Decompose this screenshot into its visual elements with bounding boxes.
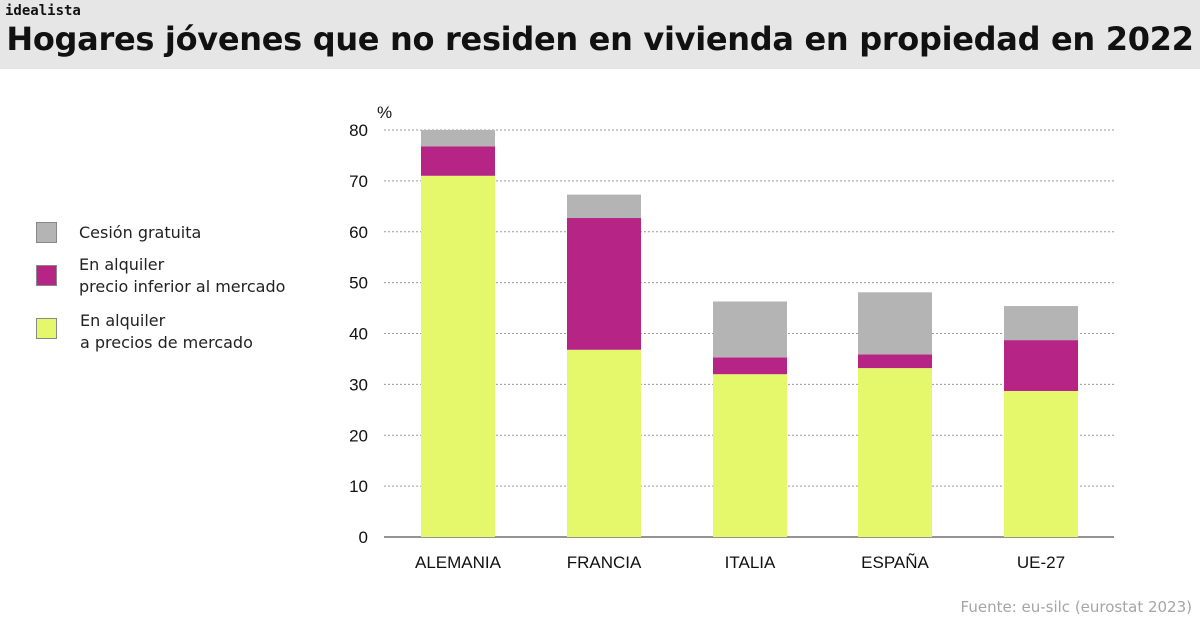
category-labels: ALEMANIA FRANCIA ITALIA ESPAÑA UE-27 bbox=[415, 553, 1065, 572]
legend-label-inferior: En alquiler precio inferior al mercado bbox=[79, 254, 285, 298]
bar-italia-series-0 bbox=[713, 374, 787, 537]
brand-logo: idealista bbox=[5, 3, 81, 19]
y-tick-labels: 0 10 20 30 40 50 60 70 80 bbox=[349, 121, 368, 547]
category-label-ue-27: UE-27 bbox=[1017, 553, 1065, 572]
y-tick-label-30: 30 bbox=[349, 375, 368, 394]
bar-italia-series-2 bbox=[713, 301, 787, 358]
category-label-francia: FRANCIA bbox=[567, 553, 642, 572]
source-note: Fuente: eu-silc (eurostat 2023) bbox=[960, 598, 1192, 616]
bar-alemania-series-1 bbox=[421, 146, 495, 176]
category-label-alemania: ALEMANIA bbox=[415, 553, 502, 572]
legend-swatch-mercado bbox=[36, 318, 57, 339]
bar-ue-27-series-1 bbox=[1004, 340, 1078, 391]
bar-francia-series-2 bbox=[567, 194, 641, 219]
chart-title: Hogares jóvenes que no residen en vivien… bbox=[6, 20, 1194, 58]
y-tick-label-0: 0 bbox=[359, 528, 368, 547]
y-tick-label-10: 10 bbox=[349, 477, 368, 496]
bar-ue-27-series-0 bbox=[1004, 390, 1078, 537]
y-tick-label-70: 70 bbox=[349, 172, 368, 191]
bar-ue-27-series-2 bbox=[1004, 306, 1078, 341]
legend-swatch-cesion bbox=[36, 222, 57, 243]
bar-alemania-series-2 bbox=[421, 130, 495, 147]
legend-label-mercado-line1: En alquiler bbox=[80, 311, 166, 330]
bar-francia-series-1 bbox=[567, 218, 641, 350]
bar-italia-series-1 bbox=[713, 357, 787, 375]
legend-label-inferior-line2: precio inferior al mercado bbox=[79, 277, 286, 296]
legend-label-inferior-line1: En alquiler bbox=[79, 255, 165, 274]
legend-swatch-inferior bbox=[36, 265, 57, 286]
legend-label-mercado: En alquiler a precios de mercado bbox=[80, 310, 253, 354]
y-axis-label: % bbox=[377, 103, 392, 122]
bar-alemania-series-0 bbox=[421, 175, 495, 537]
header-bar: idealista Hogares jóvenes que no residen… bbox=[0, 0, 1200, 69]
y-tick-label-60: 60 bbox=[349, 223, 368, 242]
y-tick-label-40: 40 bbox=[349, 325, 368, 344]
bar-españa-series-2 bbox=[858, 292, 932, 355]
y-tick-label-20: 20 bbox=[349, 426, 368, 445]
bars bbox=[421, 130, 1078, 537]
bar-españa-series-1 bbox=[858, 354, 932, 369]
category-label-italia: ITALIA bbox=[725, 553, 776, 572]
bar-francia-series-0 bbox=[567, 349, 641, 537]
legend-label-mercado-line2: a precios de mercado bbox=[80, 333, 253, 352]
bar-españa-series-0 bbox=[858, 368, 932, 537]
y-tick-label-80: 80 bbox=[349, 121, 368, 140]
legend-label-cesion: Cesión gratuita bbox=[79, 223, 202, 242]
category-label-españa: ESPAÑA bbox=[861, 553, 929, 572]
y-tick-label-50: 50 bbox=[349, 274, 368, 293]
